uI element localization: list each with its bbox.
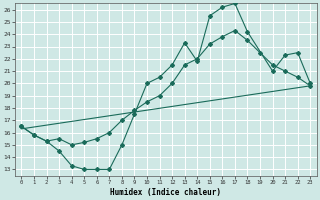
X-axis label: Humidex (Indice chaleur): Humidex (Indice chaleur)	[110, 188, 221, 197]
